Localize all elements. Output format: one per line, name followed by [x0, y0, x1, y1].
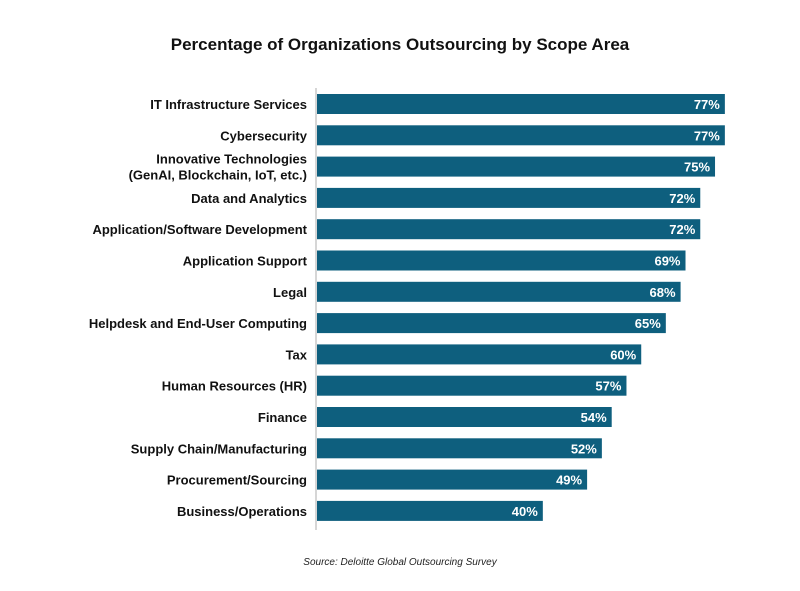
category-label: IT Infrastructure Services	[150, 97, 307, 112]
value-label: 40%	[512, 504, 538, 519]
bar	[317, 187, 701, 208]
value-label: 60%	[610, 347, 636, 362]
bar	[317, 250, 686, 271]
bar	[317, 219, 701, 240]
bar	[317, 375, 627, 396]
value-label: 57%	[595, 379, 621, 394]
bar	[317, 344, 642, 365]
category-label: Human Resources (HR)	[162, 379, 307, 394]
category-label: Legal	[273, 285, 307, 300]
category-label: Application/Software Development	[92, 222, 307, 237]
chart-title: Percentage of Organizations Outsourcing …	[170, 35, 630, 54]
bar	[317, 313, 666, 334]
category-label: Cybersecurity	[220, 128, 307, 143]
category-label: (GenAI, Blockchain, IoT, etc.)	[129, 168, 307, 183]
value-label: 65%	[635, 316, 661, 331]
category-label: Finance	[258, 410, 307, 425]
category-label: Innovative Technologies	[156, 152, 307, 167]
value-label: 72%	[669, 191, 695, 206]
bar	[317, 407, 612, 427]
bar	[317, 469, 588, 490]
category-label: Supply Chain/Manufacturing	[131, 441, 307, 456]
category-label: Business/Operations	[177, 504, 307, 519]
chart-source: Source: Deloitte Global Outsourcing Surv…	[303, 557, 497, 568]
bar	[317, 94, 725, 114]
category-label: Helpdesk and End-User Computing	[89, 316, 307, 331]
value-label: 68%	[650, 285, 676, 300]
value-label: 77%	[694, 128, 720, 143]
bar	[317, 125, 725, 146]
value-label: 77%	[694, 97, 720, 112]
bar	[317, 500, 543, 521]
category-label: Tax	[286, 347, 308, 362]
category-label: Application Support	[183, 254, 308, 269]
value-label: 72%	[669, 222, 695, 237]
category-label: Procurement/Sourcing	[167, 473, 307, 488]
bar	[317, 281, 681, 302]
value-label: 75%	[684, 160, 710, 175]
bar	[317, 438, 602, 459]
value-label: 52%	[571, 441, 597, 456]
value-label: 69%	[654, 254, 680, 269]
category-label: Data and Analytics	[191, 191, 307, 206]
value-label: 54%	[581, 410, 607, 425]
value-label: 49%	[556, 473, 582, 488]
bar	[317, 156, 716, 177]
